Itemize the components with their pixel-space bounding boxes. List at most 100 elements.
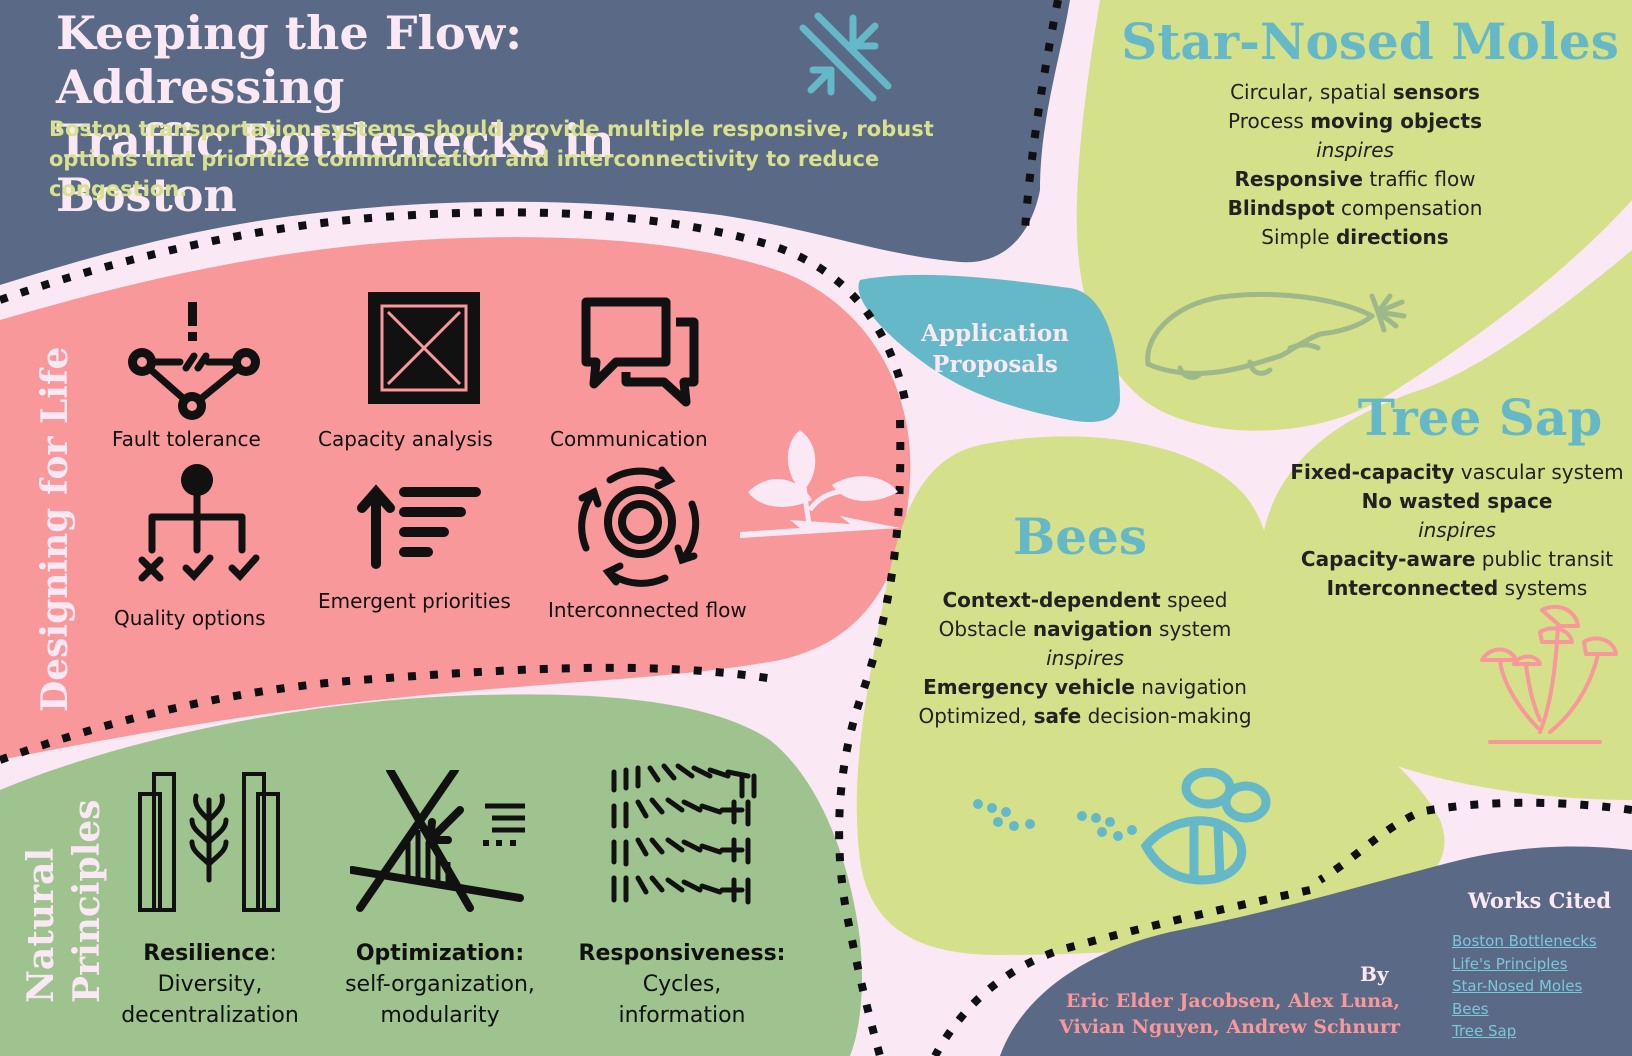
- resilience-suffix: :: [269, 941, 277, 966]
- title-line-1: Keeping the Flow: Addressing: [56, 6, 523, 114]
- bee-icon: [973, 768, 1271, 885]
- authors-list: Eric Elder Jacobsen, Alex Luna, Vivian N…: [1040, 988, 1400, 1040]
- moles-line-3: inspires: [1150, 136, 1560, 165]
- tree-sap-list: Fixed-capacity vascular system No wasted…: [1262, 458, 1632, 603]
- bees-line-2-bold: navigation: [1032, 617, 1153, 641]
- cite-link-star-nosed-moles[interactable]: Star-Nosed Moles: [1452, 977, 1583, 995]
- cite-link-lifes-principles[interactable]: Life's Principles: [1452, 954, 1568, 973]
- natural-principles-label: Natural Principles: [18, 799, 110, 1003]
- optimization-line-2: modularity: [380, 1003, 500, 1028]
- natural-principles-blob: [0, 694, 862, 1056]
- bees-line-3: inspires: [880, 644, 1290, 673]
- tree-sap-line-5-bold: Interconnected: [1326, 576, 1499, 600]
- application-proposals-blob: [858, 274, 1120, 423]
- application-proposals-label: Application Proposals: [900, 318, 1090, 380]
- tree-sap-line-4: Capacity-aware public transit: [1262, 545, 1632, 574]
- tree-sap-line-2-bold: No wasted space: [1361, 489, 1553, 513]
- title-line-2: Traffic Bottlenecks in Boston: [56, 114, 615, 222]
- moles-line-2: Process moving objects: [1150, 107, 1560, 136]
- bees-line-4-post: navigation: [1134, 675, 1247, 699]
- sprout-icon: [740, 430, 900, 538]
- optimization-line-1: self-organization,: [345, 972, 535, 997]
- header-blob: [0, 0, 1070, 285]
- moles-line-6-pre: Simple: [1261, 225, 1336, 249]
- tree-sap-line-4-post: public transit: [1475, 547, 1614, 571]
- application-proposals-line-2: Proposals: [932, 351, 1058, 378]
- bees-line-4: Emergency vehicle navigation: [880, 673, 1290, 702]
- capacity-analysis-caption: Capacity analysis: [318, 427, 493, 451]
- responsiveness-icon: [611, 763, 757, 905]
- converging-arrows-icon: [799, 12, 892, 102]
- moles-line-6-bold: directions: [1335, 225, 1449, 249]
- mole-icon: [1145, 291, 1407, 380]
- fault-tolerance-caption: Fault tolerance: [112, 427, 261, 451]
- bees-line-5: Optimized, safe decision-making: [880, 702, 1290, 731]
- resilience-icon: [138, 772, 280, 912]
- bees-line-2-pre: Obstacle: [938, 617, 1033, 641]
- optimization-caption: Optimization: self-organization, modular…: [330, 938, 550, 1031]
- resilience-title: Resilience: [143, 941, 270, 966]
- bees-line-5-bold: safe: [1033, 704, 1082, 728]
- bees-list: Context-dependent speed Obstacle navigat…: [880, 586, 1290, 731]
- tree-sap-line-1-post: vascular system: [1454, 460, 1624, 484]
- bees-title: Bees: [1012, 507, 1148, 566]
- cite-link-boston-bottlenecks[interactable]: Boston Bottlenecks: [1452, 932, 1597, 950]
- responsiveness-title: Responsiveness:: [578, 941, 786, 966]
- optimization-icon: [350, 770, 525, 912]
- moles-line-4-post: traffic flow: [1362, 167, 1476, 191]
- circular-flow-icon: [578, 466, 700, 587]
- cite-link-bees[interactable]: Bees: [1452, 999, 1489, 1018]
- tree-sap-title: Tree Sap: [1357, 388, 1603, 447]
- moles-inspires: inspires: [1316, 138, 1394, 162]
- resilience-line-1: Diversity,: [157, 972, 263, 997]
- capacity-box-icon: [368, 292, 480, 404]
- moles-line-4-bold: Responsive: [1234, 167, 1363, 191]
- bees-line-5-pre: Optimized,: [918, 704, 1034, 728]
- resilience-caption: Resilience: Diversity, decentralization: [110, 938, 310, 1031]
- priority-sort-icon: [357, 484, 481, 569]
- responsiveness-line-1: Cycles,: [642, 972, 722, 997]
- application-proposals-line-1: Application: [921, 320, 1069, 347]
- bees-inspires: inspires: [1046, 646, 1124, 670]
- moles-line-4: Responsive traffic flow: [1150, 165, 1560, 194]
- poster-title: Keeping the Flow: Addressing Traffic Bot…: [56, 6, 776, 222]
- star-nosed-moles-list: Circular, spatial sensors Process moving…: [1150, 78, 1560, 252]
- works-cited-blob: [1000, 846, 1632, 1056]
- moles-line-1-bold: sensors: [1392, 80, 1480, 104]
- moles-line-1: Circular, spatial sensors: [1150, 78, 1560, 107]
- bees-line-5-post: decision-making: [1081, 704, 1252, 728]
- designing-for-life-blob: [0, 237, 911, 760]
- bees-line-2-post: system: [1152, 617, 1232, 641]
- optimization-title: Optimization:: [355, 941, 525, 966]
- tree-sap-inspires: inspires: [1418, 518, 1496, 542]
- fault-network-icon: [128, 302, 260, 420]
- tree-sap-line-3: inspires: [1262, 516, 1632, 545]
- chat-bubbles-icon: [581, 297, 699, 407]
- interconnected-flow-caption: Interconnected flow: [548, 598, 747, 622]
- moles-line-2-pre: Process: [1227, 109, 1311, 133]
- responsiveness-caption: Responsiveness: Cycles, information: [572, 938, 792, 1031]
- moles-blob: [1076, 0, 1632, 431]
- resilience-line-2: decentralization: [121, 1003, 299, 1028]
- mushroom-icon: [1480, 604, 1618, 744]
- emergent-priorities-caption: Emergent priorities: [318, 589, 511, 613]
- bees-line-2: Obstacle navigation system: [880, 615, 1290, 644]
- works-cited-links: Boston Bottlenecks Life's Principles Sta…: [1452, 930, 1597, 1043]
- bees-blob: [856, 436, 1445, 955]
- responsiveness-line-2: information: [618, 1003, 746, 1028]
- tree-sap-line-5-post: systems: [1498, 576, 1588, 600]
- tree-sap-line-4-bold: Capacity-aware: [1300, 547, 1476, 571]
- cite-link-tree-sap[interactable]: Tree Sap: [1452, 1022, 1517, 1040]
- moles-line-6: Simple directions: [1150, 223, 1560, 252]
- tree-sap-line-2: No wasted space: [1262, 487, 1632, 516]
- bees-line-4-bold: Emergency vehicle: [923, 675, 1135, 699]
- by-label: By: [1360, 962, 1389, 986]
- authors-line-1: Eric Elder Jacobsen, Alex Luna,: [1065, 990, 1400, 1012]
- decision-tree-icon: [138, 464, 260, 582]
- quality-options-caption: Quality options: [114, 606, 266, 630]
- designing-for-life-label: Designing for Life: [34, 346, 76, 712]
- moles-line-5-bold: Blindspot: [1227, 196, 1335, 220]
- tree-sap-line-5: Interconnected systems: [1262, 574, 1632, 603]
